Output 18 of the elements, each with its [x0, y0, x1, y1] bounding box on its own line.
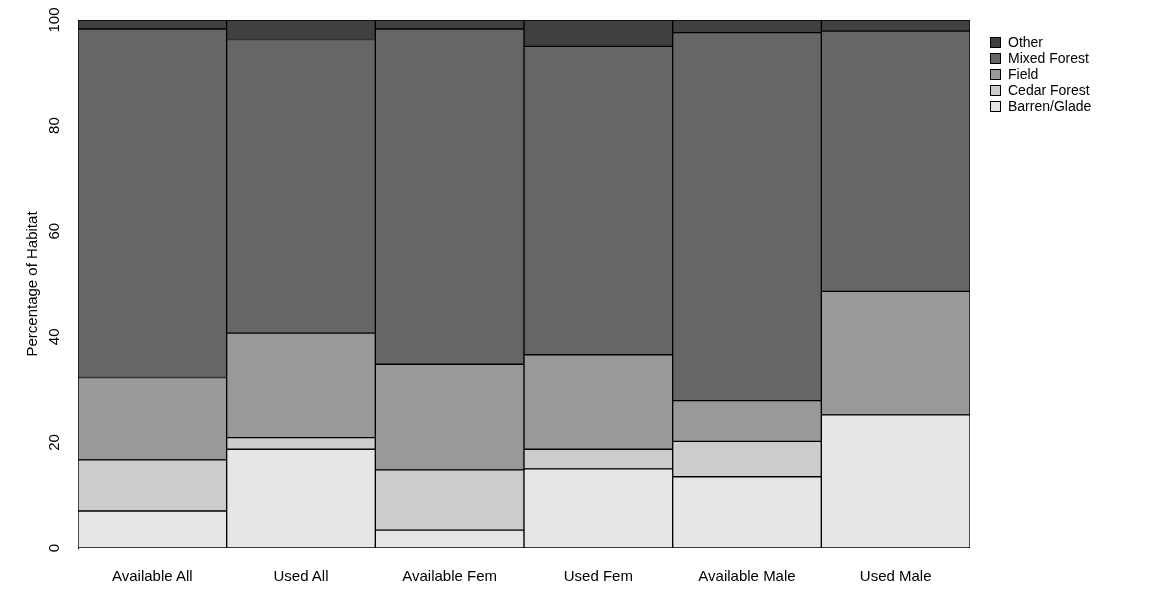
legend-label: Field — [1008, 66, 1039, 82]
y-tick-label: 80 — [44, 117, 62, 134]
y-tick-label: 0 — [44, 543, 62, 553]
x-tick-label: Used Male — [859, 567, 932, 585]
text: Mixed Forest — [1008, 50, 1089, 66]
y-tick-label: 60 — [44, 222, 62, 240]
legend-label: Other — [1008, 34, 1044, 50]
legend-label: Cedar Forest — [1008, 82, 1090, 98]
x-tick-label: Used All — [273, 567, 329, 585]
y-tick-label: 20 — [44, 434, 62, 451]
y-tick-label: 40 — [44, 328, 62, 346]
legend-label: Barren/Glade — [1008, 98, 1092, 114]
x-tick-label: Used Fem — [563, 567, 633, 585]
y-axis-title: Percentage of Habitat — [23, 210, 41, 357]
y-tick-label: 100 — [44, 7, 62, 33]
x-tick-label: Available All — [112, 567, 193, 585]
x-tick-label: Available Fem — [402, 567, 498, 585]
x-tick-label: Available Male — [698, 567, 796, 585]
